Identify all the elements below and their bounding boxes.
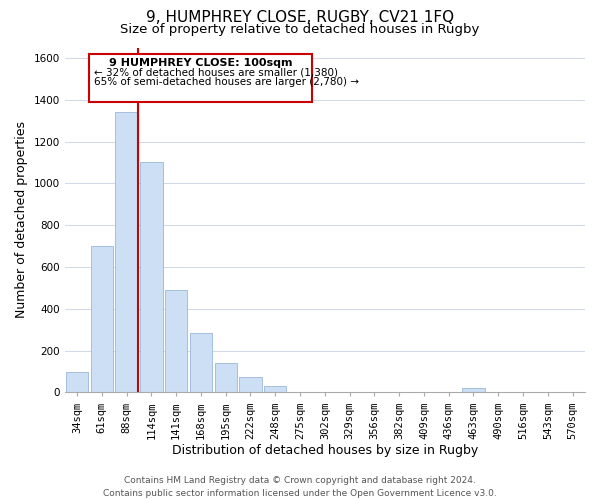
Bar	[190, 333, 212, 392]
Text: 9, HUMPHREY CLOSE, RUGBY, CV21 1FQ: 9, HUMPHREY CLOSE, RUGBY, CV21 1FQ	[146, 10, 454, 25]
Bar	[115, 112, 138, 392]
Text: 9 HUMPHREY CLOSE: 100sqm: 9 HUMPHREY CLOSE: 100sqm	[109, 58, 293, 68]
Text: Size of property relative to detached houses in Rugby: Size of property relative to detached ho…	[121, 22, 479, 36]
Bar	[165, 290, 187, 392]
Bar	[140, 162, 163, 392]
Bar	[89, 54, 313, 102]
Bar	[463, 388, 485, 392]
Text: ← 32% of detached houses are smaller (1,380): ← 32% of detached houses are smaller (1,…	[94, 68, 338, 78]
Bar	[239, 376, 262, 392]
Bar	[264, 386, 286, 392]
Text: Contains HM Land Registry data © Crown copyright and database right 2024.
Contai: Contains HM Land Registry data © Crown c…	[103, 476, 497, 498]
X-axis label: Distribution of detached houses by size in Rugby: Distribution of detached houses by size …	[172, 444, 478, 458]
Text: 65% of semi-detached houses are larger (2,780) →: 65% of semi-detached houses are larger (…	[94, 77, 359, 87]
Bar	[91, 246, 113, 392]
Bar	[215, 363, 237, 392]
Y-axis label: Number of detached properties: Number of detached properties	[15, 122, 28, 318]
Bar	[66, 372, 88, 392]
